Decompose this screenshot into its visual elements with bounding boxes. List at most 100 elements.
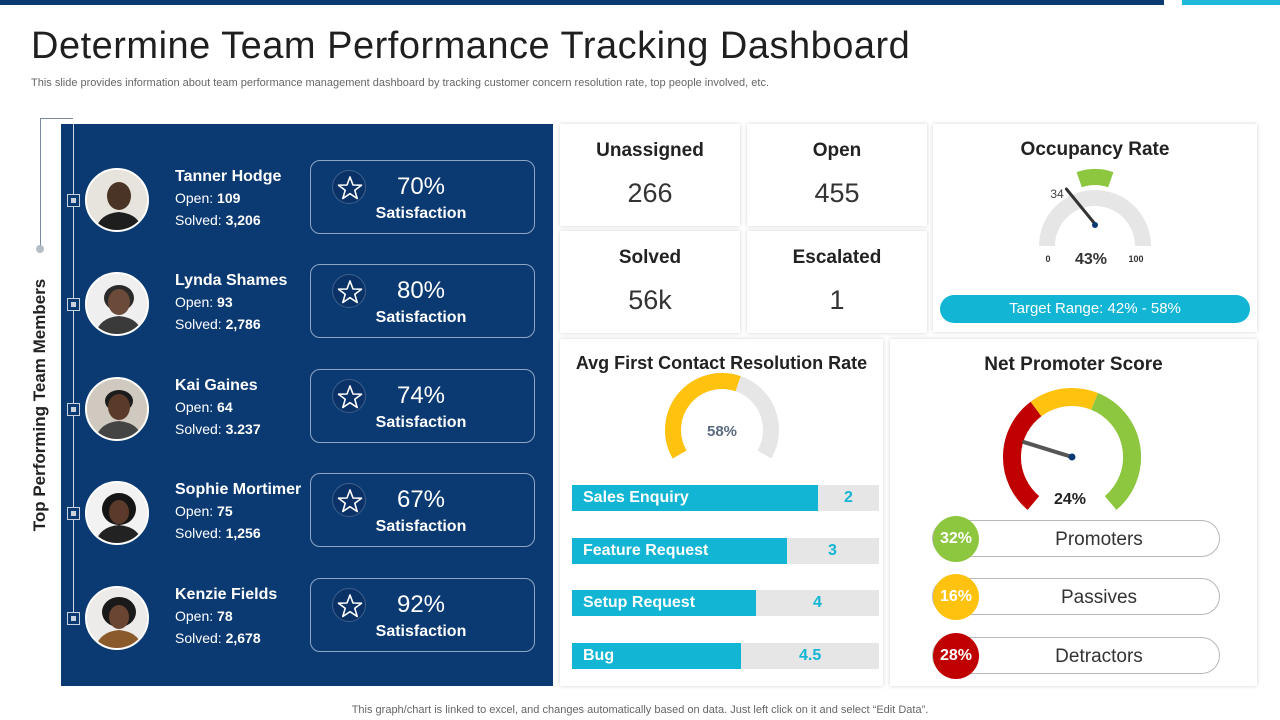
open-label: Open: — [175, 399, 218, 415]
rail-connector-vertical — [40, 118, 41, 248]
team-member-card[interactable]: Tanner Hodge Open: 109 Solved: 3,206 70%… — [61, 160, 553, 244]
gauge-needle-label: 34 — [1050, 187, 1064, 201]
stat-card-open[interactable]: Open 455 — [747, 124, 927, 226]
gauge-target-segment — [1076, 169, 1114, 188]
nps-needle — [1022, 440, 1074, 459]
promoters-percent: 32% — [933, 516, 979, 562]
occupancy-rate-card[interactable]: Occupancy Rate 34 0 100 43% Target Range… — [933, 124, 1257, 332]
star-icon — [332, 274, 366, 308]
member-open-line: Open: 78 — [175, 608, 233, 624]
timeline-marker — [67, 403, 80, 416]
timeline-marker — [67, 507, 80, 520]
avatar — [85, 586, 149, 650]
satisfaction-percent: 74% — [396, 382, 446, 409]
member-name: Kai Gaines — [175, 377, 258, 394]
member-open-line: Open: 64 — [175, 399, 233, 415]
member-solved-line: Solved: 3,206 — [175, 212, 261, 228]
stat-value: 56k — [628, 285, 672, 315]
satisfaction-label: Satisfaction — [375, 414, 467, 431]
stat-card-solved[interactable]: Solved 56k — [560, 231, 740, 333]
detractors-label: Detractors — [1055, 646, 1143, 667]
team-member-card[interactable]: Sophie Mortimer Open: 75 Solved: 1,256 6… — [61, 473, 553, 557]
resolution-rate-card[interactable]: Avg First Contact Resolution Rate 58% Sa… — [560, 339, 883, 686]
stat-card-unassigned[interactable]: Unassigned 266 — [560, 124, 740, 226]
resolution-bar-fill — [572, 643, 741, 669]
stat-value: 266 — [627, 178, 673, 208]
stat-label: Escalated — [792, 247, 882, 268]
nps-detractors-row: 28% Detractors — [932, 633, 1220, 679]
resolution-rate-value: 58% — [707, 423, 737, 440]
net-promoter-score-card[interactable]: Net Promoter Score 24% 32% Promoters 16%… — [890, 339, 1257, 686]
satisfaction-percent: 80% — [396, 277, 446, 304]
member-name: Sophie Mortimer — [175, 481, 302, 498]
member-open-count: 93 — [217, 294, 233, 310]
occupancy-value: 43% — [1075, 251, 1107, 268]
team-member-card[interactable]: Lynda Shames Open: 93 Solved: 2,786 80% … — [61, 264, 553, 348]
nps-promoters-row: 32% Promoters — [932, 516, 1220, 562]
open-label: Open: — [175, 294, 218, 310]
resolution-title: Avg First Contact Resolution Rate — [575, 353, 868, 373]
resolution-bar-row: Sales Enquiry 2 — [572, 485, 879, 511]
member-solved-line: Solved: 1,256 — [175, 525, 261, 541]
occupancy-gauge: 34 0 100 43% — [1039, 169, 1151, 268]
member-solved-count: 2,678 — [225, 630, 261, 646]
nps-title: Net Promoter Score — [984, 354, 1163, 375]
star-icon — [332, 379, 366, 413]
resolution-bar-label: Bug — [583, 647, 615, 664]
timeline-marker — [67, 612, 80, 625]
satisfaction-box: 74% Satisfaction — [310, 369, 535, 443]
footer-note: This graph/chart is linked to excel, and… — [351, 704, 929, 716]
resolution-bar-label: Sales Enquiry — [583, 489, 689, 506]
satisfaction-label: Satisfaction — [375, 518, 467, 535]
target-range-badge: Target Range: 42% - 58% — [940, 295, 1250, 323]
resolution-bar-value: 2 — [844, 489, 853, 506]
team-member-card[interactable]: Kenzie Fields Open: 78 Solved: 2,678 92%… — [61, 578, 553, 662]
resolution-bar-row: Bug 4.5 — [572, 643, 879, 669]
person-avatar-icon — [87, 170, 147, 230]
passives-label: Passives — [1060, 587, 1138, 608]
resolution-bar-value: 4 — [813, 594, 822, 611]
nps-pivot — [1068, 453, 1076, 461]
top-accent-bar-cyan — [1182, 0, 1280, 5]
resolution-bar-label: Feature Request — [583, 542, 709, 559]
stat-card-escalated[interactable]: Escalated 1 — [747, 231, 927, 333]
solved-label: Solved: — [175, 316, 226, 332]
member-solved-line: Solved: 3.237 — [175, 421, 261, 437]
member-solved-count: 3,206 — [225, 212, 261, 228]
gauge-max-label: 100 — [1128, 254, 1143, 264]
resolution-bar-row: Feature Request 3 — [572, 538, 879, 564]
nps-passives-segment — [1030, 388, 1098, 417]
timeline-marker — [67, 194, 80, 207]
passives-percent: 16% — [933, 574, 979, 620]
satisfaction-box: 67% Satisfaction — [310, 473, 535, 547]
avatar — [85, 272, 149, 336]
star-icon — [332, 588, 366, 622]
member-name: Kenzie Fields — [175, 586, 278, 603]
avatar — [85, 377, 149, 441]
resolution-bar-fill — [572, 538, 787, 564]
member-open-line: Open: 109 — [175, 190, 240, 206]
member-open-line: Open: 75 — [175, 503, 233, 519]
satisfaction-box: 70% Satisfaction — [310, 160, 535, 234]
timeline-marker — [67, 298, 80, 311]
nps-detractors-segment — [1002, 401, 1042, 510]
gauge-needle — [1064, 187, 1097, 226]
solved-label: Solved: — [175, 421, 226, 437]
member-open-count: 64 — [217, 399, 233, 415]
member-name: Tanner Hodge — [175, 168, 282, 185]
nps-value: 24% — [1054, 491, 1086, 508]
member-solved-count: 1,256 — [225, 525, 261, 541]
nps-gauge: 24% — [1002, 388, 1141, 510]
stat-label: Solved — [618, 247, 682, 268]
rail-connector — [40, 118, 73, 119]
team-member-card[interactable]: Kai Gaines Open: 64 Solved: 3.237 74% Sa… — [61, 369, 553, 453]
member-name: Lynda Shames — [175, 272, 288, 289]
nps-passives-row: 16% Passives — [932, 574, 1220, 620]
member-open-count: 109 — [217, 190, 241, 206]
gauge-min-label: 0 — [1045, 254, 1050, 264]
resolution-bar-value: 3 — [828, 542, 837, 559]
star-icon — [332, 170, 366, 204]
person-avatar-icon — [87, 274, 147, 334]
solved-label: Solved: — [175, 212, 226, 228]
detractors-percent: 28% — [933, 633, 979, 679]
